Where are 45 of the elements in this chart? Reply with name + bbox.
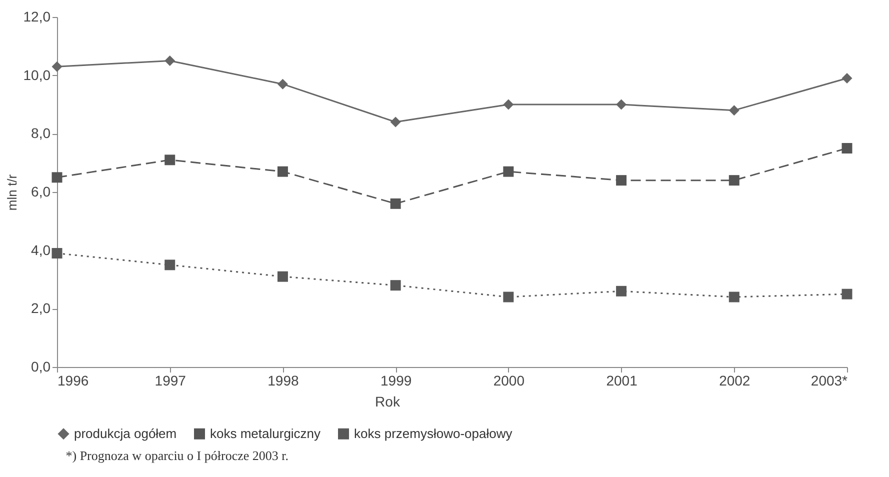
- legend-label: koks metalurgiczny: [210, 426, 322, 441]
- x-tick-label: 2001: [606, 372, 638, 388]
- point: [503, 166, 514, 177]
- point: [277, 78, 288, 90]
- point: [164, 56, 176, 66]
- x-tick-label: 2003*: [810, 372, 848, 388]
- point: [390, 198, 401, 209]
- point: [616, 286, 627, 296]
- point: [842, 143, 852, 154]
- point: [52, 61, 62, 72]
- point: [616, 99, 627, 110]
- y-tick-label: 0,0: [31, 358, 51, 374]
- y-tick-label: 6,0: [31, 184, 51, 200]
- point: [164, 260, 176, 270]
- point: [390, 280, 401, 291]
- point: [390, 116, 401, 128]
- x-tick-label: 1996: [58, 372, 89, 388]
- point: [503, 292, 514, 302]
- x-tick-label: 2002: [719, 372, 750, 388]
- point: [728, 175, 740, 186]
- point: [728, 105, 740, 116]
- point: [52, 172, 62, 183]
- y-tick-label: 2,0: [31, 300, 51, 316]
- point: [52, 248, 62, 258]
- point: [728, 292, 740, 302]
- x-axis-title: Rok: [375, 394, 401, 410]
- legend-label: koks przemysłowo-opałowy: [354, 426, 513, 441]
- point: [842, 73, 852, 84]
- x-tick-label: 1997: [154, 372, 186, 388]
- y-tick-label: 8,0: [31, 125, 51, 142]
- y-axis-title: mln t/r: [4, 174, 20, 211]
- point: [842, 288, 852, 300]
- point: [164, 154, 176, 166]
- x-tick-label: 1998: [268, 372, 299, 388]
- y-tick-label: 12,0: [23, 8, 51, 24]
- text: *) Prognoza w oparciu o I półrocze 2003 r.: [66, 448, 288, 463]
- legend-label: produkcja ogółem: [74, 426, 177, 441]
- x-tick-label: 1999: [380, 372, 412, 388]
- point: [277, 166, 288, 177]
- point: [503, 99, 514, 110]
- x-tick-label: 2000: [493, 372, 525, 388]
- point: [616, 175, 627, 186]
- y-tick-label: 10,0: [23, 66, 51, 83]
- y-tick-label: 4,0: [31, 242, 51, 258]
- point: [277, 271, 288, 282]
